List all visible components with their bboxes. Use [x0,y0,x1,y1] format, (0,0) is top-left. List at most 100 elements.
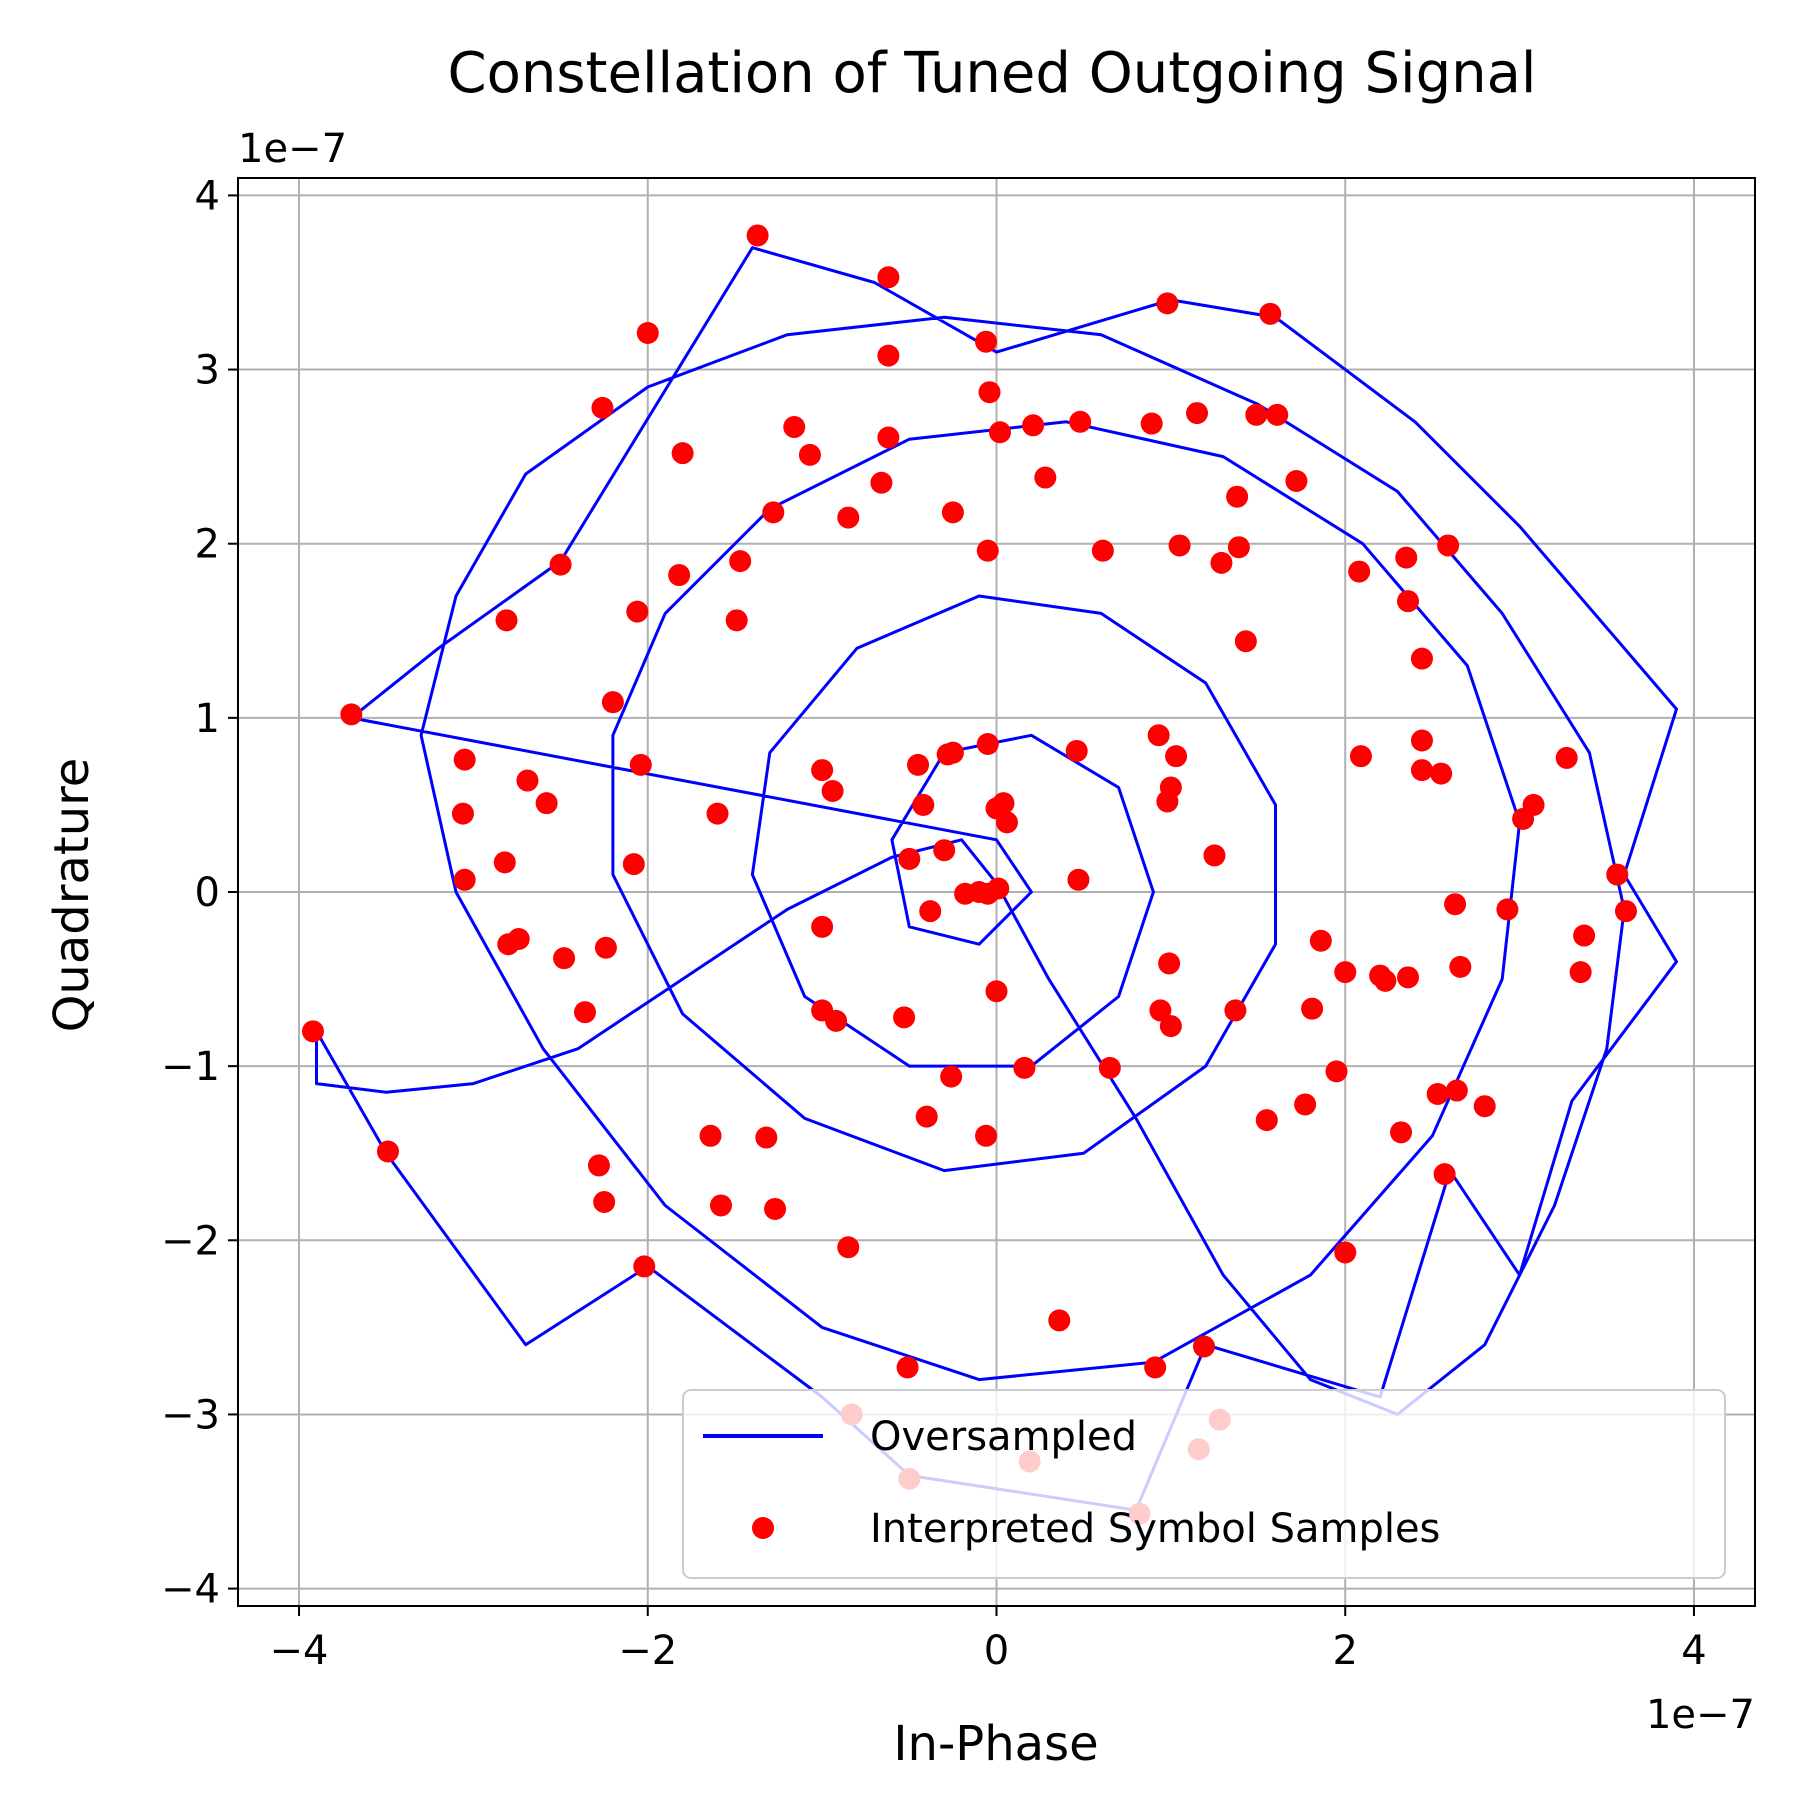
symbol-sample-point [601,691,624,714]
symbol-sample-point [1410,759,1433,782]
symbol-sample-point [941,501,964,524]
symbol-sample-point [1349,745,1372,768]
symbol-sample-point [451,802,474,825]
symbol-sample-point [594,936,617,959]
symbol-sample-point [825,1009,848,1032]
x-axis-label: In-Phase [893,1716,1098,1772]
symbol-sample-point [762,501,785,524]
symbol-sample-point [1259,302,1282,325]
symbol-sample-point [1397,966,1420,989]
symbol-sample-point [493,851,516,874]
symbol-sample-point [1606,863,1629,886]
symbol-sample-point [629,753,652,776]
symbol-sample-point [699,1124,722,1147]
y-tick-label: −4 [161,1567,220,1613]
symbol-sample-point [535,792,558,815]
symbol-sample-point [1245,403,1268,426]
symbol-sample-point [764,1197,787,1220]
symbol-sample-point [915,1105,938,1128]
symbol-sample-point [877,426,900,449]
y-tick-label: 0 [195,870,220,916]
symbol-sample-point [1255,1109,1278,1132]
symbol-sample-point [1226,485,1249,508]
symbol-sample-point [1022,414,1045,437]
symbol-sample-point [1013,1056,1036,1079]
symbol-sample-point [516,769,539,792]
symbol-sample-point [1301,997,1324,1020]
symbol-sample-point [976,732,999,755]
symbol-sample-point [1309,929,1332,952]
symbol-sample-point [1397,590,1420,613]
symbol-sample-point [811,759,834,782]
symbol-sample-point [933,839,956,862]
symbol-sample-point [553,947,576,970]
symbol-sample-point [783,416,806,439]
symbol-samples-series [301,224,1637,1525]
symbol-sample-point [987,877,1010,900]
symbol-sample-point [626,600,649,623]
symbol-sample-point [729,550,752,573]
plot-area [237,177,1756,1607]
y-tick-label: 4 [195,173,220,219]
symbol-sample-point [1433,1163,1456,1186]
symbol-sample-point [898,847,921,870]
y-axis-label: Quadrature [44,758,100,1033]
symbol-sample-point [1192,1335,1215,1358]
symbol-sample-point [1496,898,1519,921]
symbol-sample-point [587,1154,610,1177]
oversampled-series [315,246,1678,1512]
symbol-sample-point [549,553,572,576]
symbol-sample-point [907,753,930,776]
symbol-sample-point [1445,1079,1468,1102]
symbol-sample-point [975,330,998,353]
symbol-sample-point [1390,1121,1413,1144]
symbol-sample-point [1410,647,1433,670]
legend-point-swatch [752,1517,774,1539]
y-tick-label: −1 [161,1044,220,1090]
symbol-sample-point [1426,1083,1449,1106]
symbol-sample-point [1098,1056,1121,1079]
legend-label-oversampled: Oversampled [870,1414,1137,1460]
symbol-sample-point [1159,776,1182,799]
symbol-sample-point [1348,560,1371,583]
legend: Oversampled Interpreted Symbol Samples [682,1389,1726,1579]
symbol-sample-point [622,853,645,876]
legend-label-symbol-samples: Interpreted Symbol Samples [870,1506,1440,1552]
symbol-sample-point [1410,729,1433,752]
y-scale-label: 1e−7 [238,126,347,172]
symbol-sample-point [1227,536,1250,559]
chart-title: Constellation of Tuned Outgoing Signal [448,41,1537,106]
symbol-sample-point [985,980,1008,1003]
symbol-sample-point [1444,893,1467,916]
symbol-sample-point [798,443,821,466]
symbol-sample-point [870,471,893,494]
symbol-sample-point [1069,410,1092,433]
x-scale-label: 1e−7 [1646,1692,1755,1738]
symbol-sample-point [912,793,935,816]
symbol-sample-point [376,1140,399,1163]
x-tick-label: −4 [270,1628,329,1674]
symbol-sample-point [671,442,694,465]
x-axis-ticks: −4 −2 0 2 4 [270,1606,1707,1674]
symbol-sample-point [1159,1015,1182,1038]
symbol-sample-point [495,609,518,632]
symbol-sample-point [821,779,844,802]
legend-box [682,1389,1726,1579]
symbol-sample-point [1091,539,1114,562]
symbol-sample-point [1065,739,1088,762]
symbol-sample-point [811,915,834,938]
symbol-sample-point [709,1194,732,1217]
symbol-sample-point [301,1020,324,1043]
symbol-sample-point [992,792,1015,815]
symbol-sample-point [1334,1241,1357,1264]
symbol-sample-point [1473,1095,1496,1118]
symbol-sample-point [746,224,769,247]
symbol-sample-point [1034,466,1057,489]
symbol-sample-point [507,928,530,951]
x-tick-label: −2 [618,1628,677,1674]
symbol-sample-point [1334,961,1357,984]
symbol-sample-point [1210,551,1233,574]
symbol-sample-point [1048,1309,1071,1332]
symbol-sample-point [1569,961,1592,984]
